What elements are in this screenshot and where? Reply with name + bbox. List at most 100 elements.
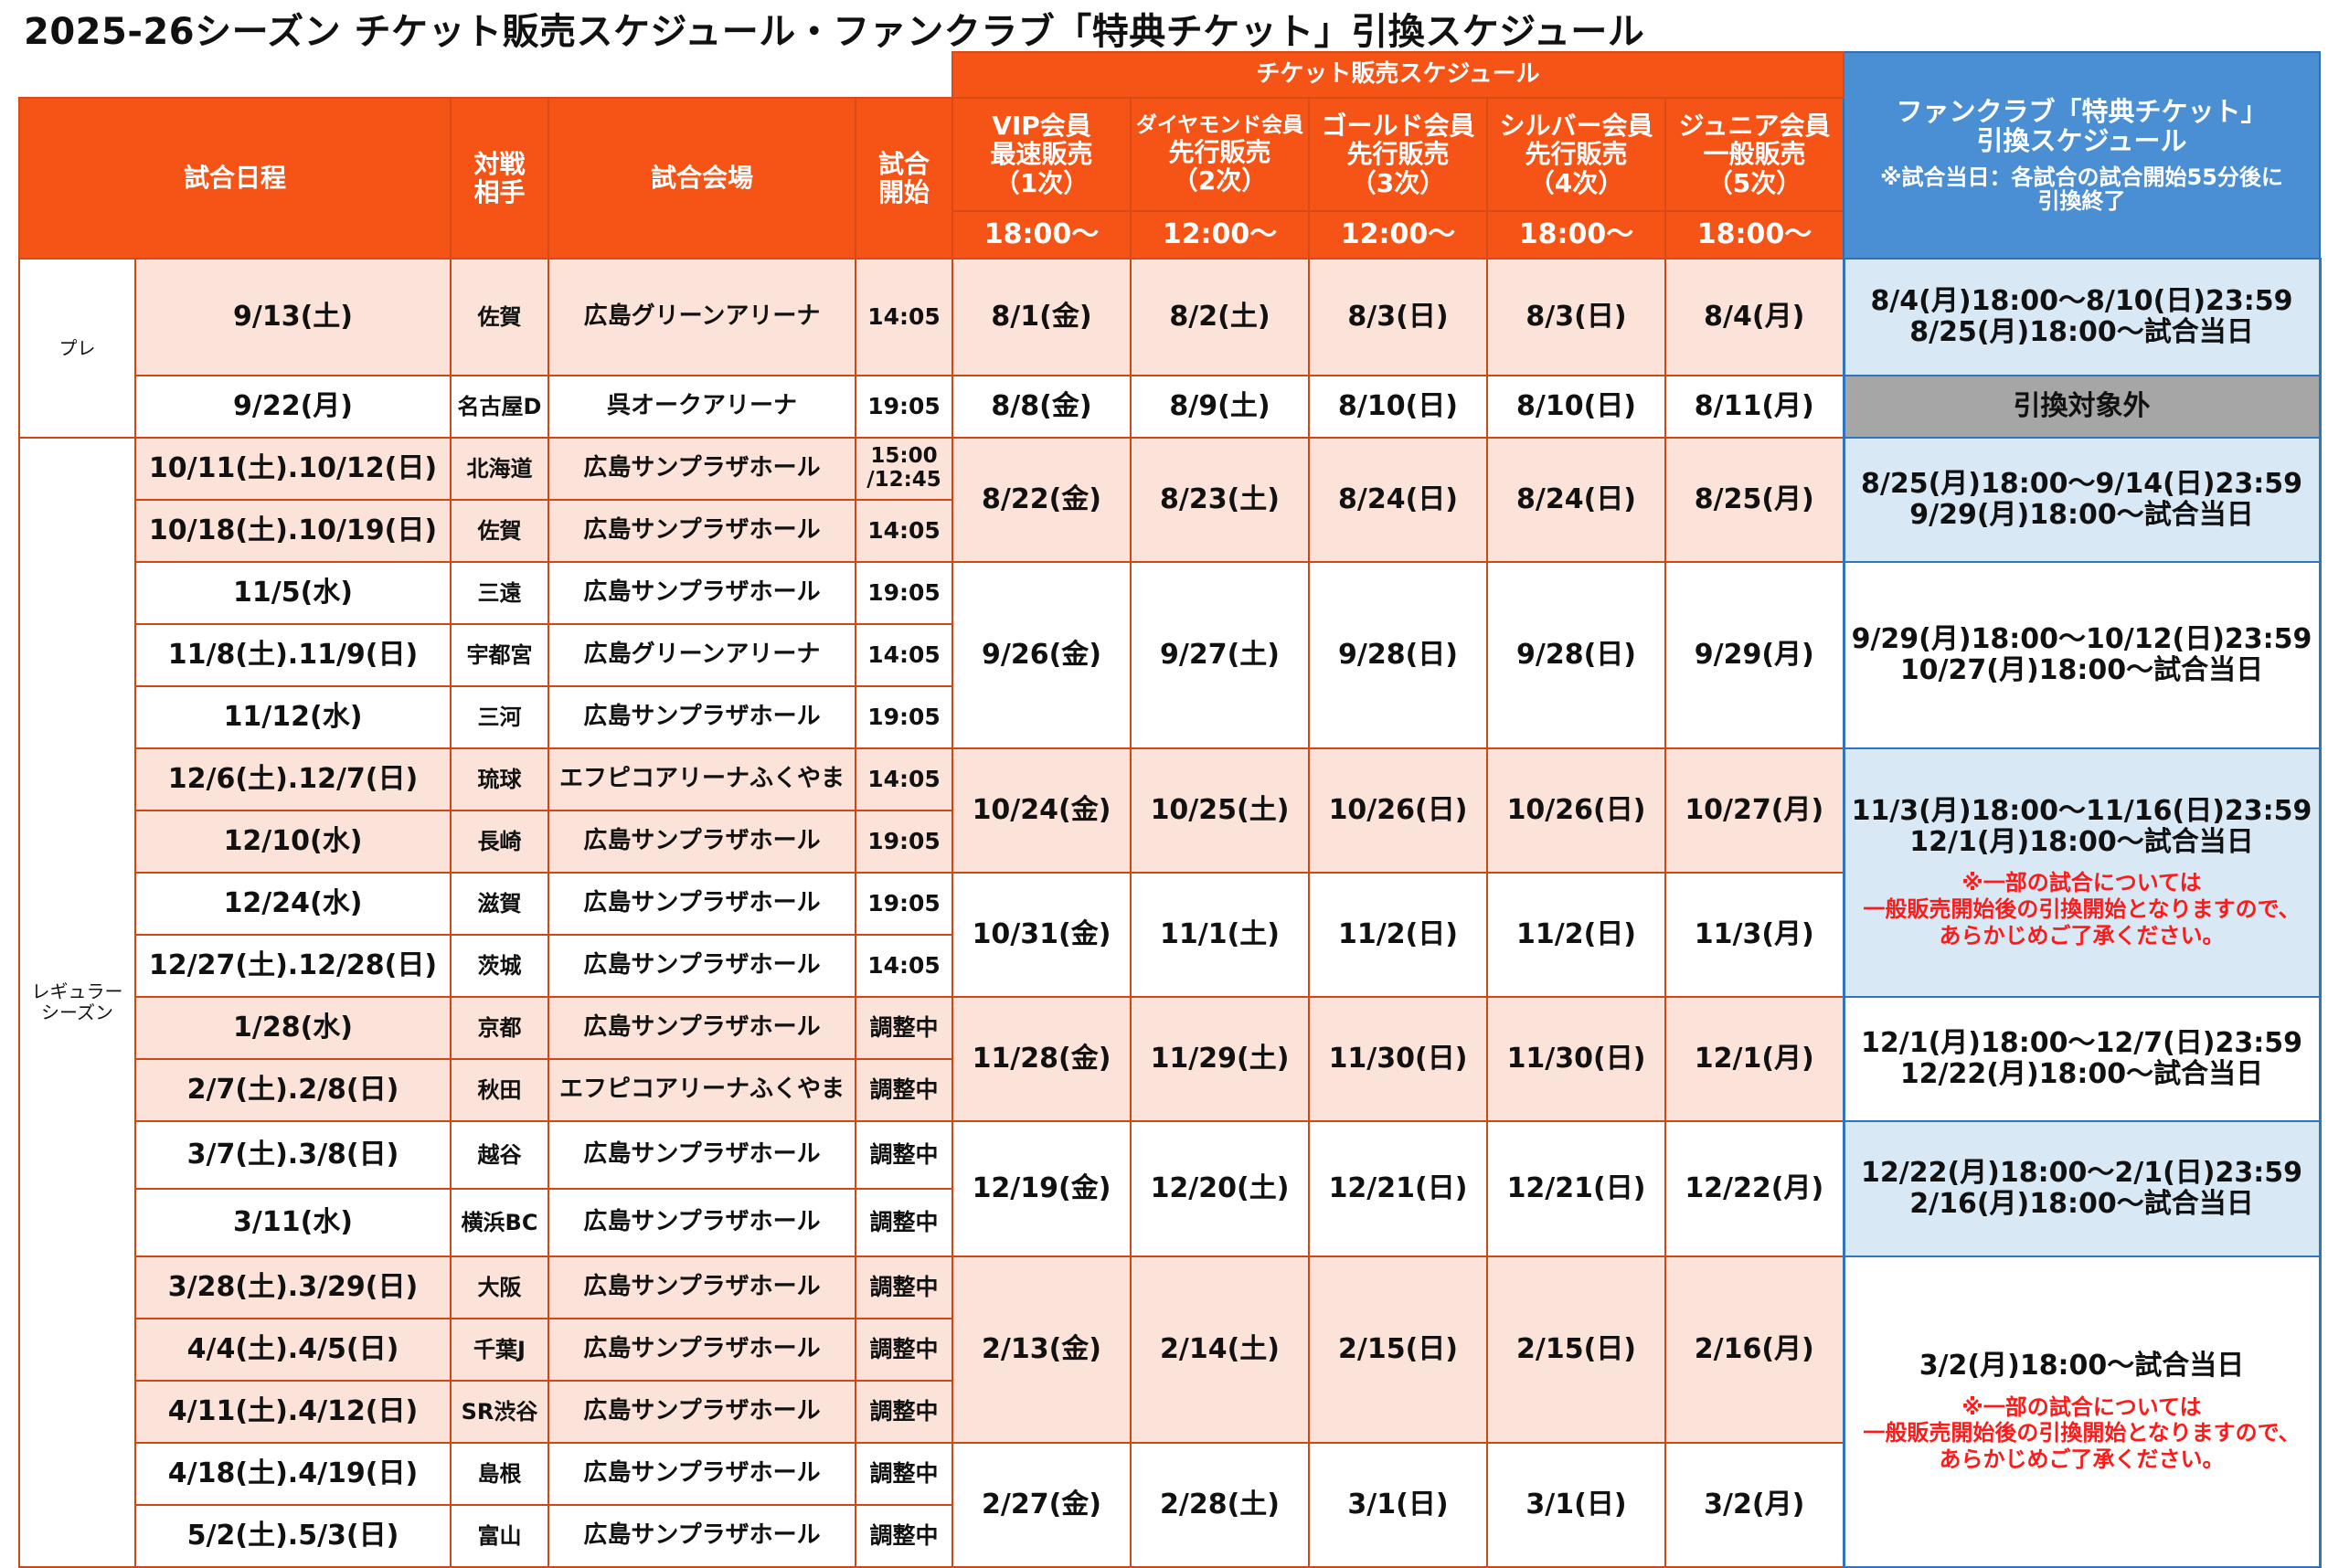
- table-row: 5/2(土).5/3(日) 富山 広島サンプラザホール 調整中: [19, 1504, 2320, 1568]
- table-row: 12/6(土).12/7(日) 琉球 エフピコアリーナふくやま 14:05 10/24(…: [19, 747, 2322, 998]
- sale-date-junior: 10/27(月): [1664, 747, 1844, 874]
- table-row: 12/24(水) 滋賀 広島サンプラザホール 19:05 10/31(金) 11/1(土)…: [19, 872, 2320, 998]
- game-venue: 広島サンプラザホール: [547, 872, 856, 936]
- schedule-table: チケット販売スケジュール ファンクラブ「特典チケット」 引換スケジュール ※試合…: [18, 51, 2322, 1568]
- game-opponent: 島根: [450, 1442, 549, 1506]
- game-venue: 広島サンプラザホール: [547, 996, 856, 1060]
- exchange-period-line: 9/29(月)18:00～10/12(日)23:59: [1851, 623, 2312, 656]
- game-start-time: 19:05: [855, 685, 953, 749]
- game-venue: 広島サンプラザホール: [547, 934, 856, 998]
- sale-date-gold: 8/10(日): [1308, 375, 1488, 439]
- exchange-period-line: 10/27(月)18:00～試合当日: [1899, 654, 2264, 686]
- table-row: 11/8(土).11/9(日) 宇都宮 広島グリーンアリーナ 14:05: [19, 623, 2320, 687]
- game-date: 3/28(土).3/29(日): [134, 1255, 452, 1319]
- sale-date-gold: 11/2(日): [1308, 872, 1488, 998]
- sale-date-vip: 11/28(金): [951, 996, 1132, 1122]
- fanclub-exchange-period: 9/29(月)18:00～10/12(日)23:59 10/27(月)18:00～…: [1842, 561, 2322, 749]
- exchange-period-line: 12/1(月)18:00～12/7(日)23:59: [1861, 1027, 2302, 1060]
- game-start-time: 調整中: [855, 1380, 953, 1444]
- game-venue: エフピコアリーナふくやま: [547, 747, 856, 811]
- sale-date-junior: 11/3(月): [1664, 872, 1844, 998]
- tier-time-diamond: 12:00～: [1130, 210, 1310, 260]
- fanclub-note-line-2: 引換終了: [2037, 188, 2126, 215]
- sale-date-silver: 11/30(日): [1486, 996, 1666, 1122]
- table-row: 11/12(水) 三河 広島サンプラザホール 19:05: [19, 685, 2320, 749]
- header-date: 試合日程: [18, 97, 452, 260]
- table-row: 11/5(水) 三遠 広島サンプラザホール 19:05 9/26(金) 9/27(土) 9/…: [19, 561, 2322, 749]
- game-date: 9/22(月): [134, 375, 452, 439]
- game-opponent: 琉球: [450, 747, 549, 811]
- table-row: 2/7(土).2/8(日) 秋田 エフピコアリーナふくやま 調整中: [19, 1058, 2320, 1122]
- tier-header-vip: VIP会員 最速販売 （1次）: [951, 97, 1132, 212]
- game-date: 12/10(水): [134, 810, 452, 874]
- game-venue: 広島サンプラザホール: [547, 561, 856, 625]
- sale-date-silver: 10/26(日): [1486, 747, 1666, 874]
- sale-date-diamond: 11/1(土): [1130, 872, 1310, 998]
- game-start-time: 調整中: [855, 1188, 953, 1257]
- sale-date-silver: 11/2(日): [1486, 872, 1666, 998]
- sale-date-diamond: 8/23(土): [1130, 437, 1310, 563]
- game-venue: 広島サンプラザホール: [547, 437, 856, 501]
- sale-date-silver: 2/15(日): [1486, 1255, 1666, 1444]
- game-opponent: 長崎: [450, 810, 549, 874]
- sale-date-junior: 2/16(月): [1664, 1255, 1844, 1444]
- game-date: 4/4(土).4/5(日): [134, 1318, 452, 1382]
- game-date: 5/2(土).5/3(日): [134, 1504, 452, 1568]
- game-start-time: 調整中: [855, 1504, 953, 1568]
- sale-date-junior: 12/22(月): [1664, 1120, 1844, 1257]
- sale-date-junior: 9/29(月): [1664, 561, 1844, 749]
- exchange-period-line: 9/29(月)18:00～試合当日: [1909, 499, 2254, 531]
- game-opponent: 三遠: [450, 561, 549, 625]
- tier-header-junior: ジュニア会員 一般販売 （5次）: [1664, 97, 1844, 212]
- game-date: 10/11(土).10/12(日): [134, 437, 452, 501]
- game-date: 11/8(土).11/9(日): [134, 623, 452, 687]
- game-date: 4/18(土).4/19(日): [134, 1442, 452, 1506]
- game-start-time: 調整中: [855, 1120, 953, 1190]
- game-start-time: 14:05: [855, 934, 953, 998]
- fanclub-exchange-period: 12/1(月)18:00～12/7(日)23:59 12/22(月)18:00～試…: [1842, 996, 2322, 1122]
- exchange-period-line: 12/22(月)18:00～試合当日: [1899, 1058, 2264, 1090]
- sale-date-gold: 2/15(日): [1308, 1255, 1488, 1444]
- game-opponent: 千葉J: [450, 1318, 549, 1382]
- fanclub-header: ファンクラブ「特典チケット」 引換スケジュール ※試合当日：各試合の試合開始55…: [1843, 51, 2321, 260]
- game-venue: 広島サンプラザホール: [547, 810, 856, 874]
- fanclub-note: ※一部の試合については 一般販売開始後の引換開始となりますので、 あらかじめご了承く…: [1863, 870, 2301, 948]
- game-venue: 広島サンプラザホール: [547, 1318, 856, 1382]
- game-opponent: 秋田: [450, 1058, 549, 1122]
- game-venue: 広島サンプラザホール: [547, 1255, 856, 1319]
- game-start-time: 14:05: [855, 747, 953, 811]
- sale-date-silver: 9/28(日): [1486, 561, 1666, 749]
- game-start-time: 14:05: [855, 623, 953, 687]
- table-row: レギュラー シーズン 10/11(土).10/12(日) 北海道 広島サンプラザホール 1…: [18, 437, 2322, 1568]
- exchange-period-line: 2/16(月)18:00～試合当日: [1909, 1188, 2254, 1220]
- game-opponent: 越谷: [450, 1120, 549, 1190]
- exchange-period-line: 8/25(月)18:00～9/14(日)23:59: [1861, 468, 2302, 501]
- game-date: 10/18(土).10/19(日): [134, 499, 452, 563]
- sale-date-gold: 12/21(日): [1308, 1120, 1488, 1257]
- exchange-period-line: 11/3(月)18:00～11/16(日)23:59: [1851, 795, 2312, 828]
- game-opponent: 大阪: [450, 1255, 549, 1319]
- game-opponent: 佐賀: [450, 258, 549, 376]
- game-start-time: 調整中: [855, 1442, 953, 1506]
- game-venue: 広島グリーンアリーナ: [547, 258, 856, 376]
- schedule-body: プレ 9/13(土) 佐賀 広島グリーンアリーナ 14:05 8/1(金) 8/2(土) 8/…: [18, 258, 2322, 1568]
- game-date: 1/28(水): [134, 996, 452, 1060]
- table-row: 12/10(水) 長崎 広島サンプラザホール 19:05: [19, 810, 2320, 874]
- game-start-time: 14:05: [855, 258, 953, 376]
- sale-date-gold: 3/1(日): [1308, 1442, 1488, 1568]
- exchange-period-line: 12/22(月)18:00～2/1(日)23:59: [1861, 1157, 2302, 1190]
- sale-date-diamond: 8/2(土): [1130, 258, 1310, 376]
- sale-date-junior: 8/25(月): [1664, 437, 1844, 563]
- table-row: 10/18(土).10/19(日) 佐賀 広島サンプラザホール 14:05: [19, 499, 2320, 563]
- fanclub-exchange-period: 11/3(月)18:00～11/16(日)23:59 12/1(月)18:00～試…: [1842, 747, 2322, 998]
- fanclub-exchange-period: 8/25(月)18:00～9/14(日)23:59 9/29(月)18:00～試合…: [1842, 437, 2322, 563]
- game-date: 3/11(水): [134, 1188, 452, 1257]
- game-start-time: 19:05: [855, 375, 953, 439]
- sale-date-vip: 8/8(金): [951, 375, 1132, 439]
- game-opponent: 佐賀: [450, 499, 549, 563]
- exchange-period-line: 12/1(月)18:00～試合当日: [1909, 825, 2254, 858]
- game-date: 4/11(土).4/12(日): [134, 1380, 452, 1444]
- sale-date-diamond: 12/20(土): [1130, 1120, 1310, 1257]
- sale-date-silver: 8/10(日): [1486, 375, 1666, 439]
- game-opponent: 三河: [450, 685, 549, 749]
